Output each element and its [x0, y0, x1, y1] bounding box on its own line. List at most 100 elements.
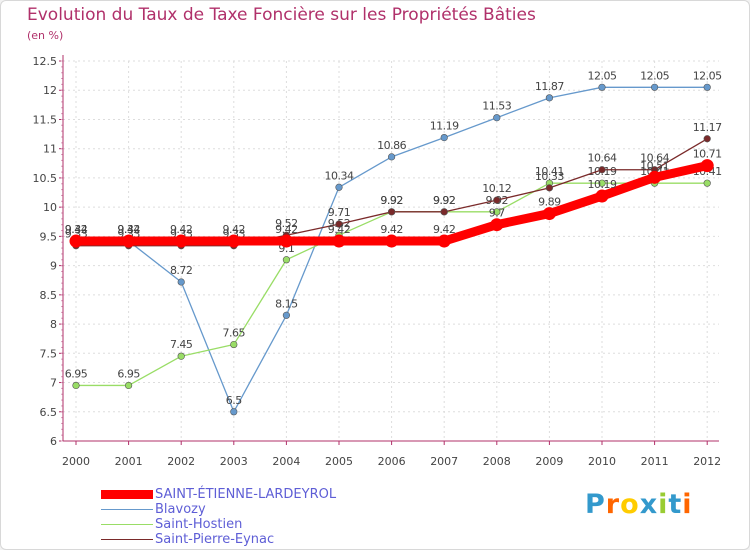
x-tick-label: 2005 [325, 455, 353, 468]
data-point [230, 340, 238, 349]
logo-letter: t [668, 489, 683, 520]
data-label: 9.42 [433, 223, 456, 236]
legend-label: Saint-Pierre-Eynac [155, 532, 275, 547]
data-point [279, 234, 293, 248]
data-label: 12.05 [640, 69, 669, 82]
data-label: 9.34 [117, 223, 140, 236]
data-label: 10.51 [640, 159, 669, 172]
data-label: 11.17 [693, 121, 722, 134]
data-label: 7.65 [223, 327, 246, 340]
data-label: 8.15 [275, 297, 298, 310]
data-point [493, 196, 501, 204]
y-tick-label: 9.5 [40, 230, 58, 243]
data-label: 9.52 [275, 217, 298, 230]
data-point [388, 208, 396, 216]
logo-letter: o [620, 489, 640, 520]
data-label: 12.05 [588, 69, 617, 82]
data-label: 12.05 [693, 69, 722, 82]
data-point [122, 234, 136, 248]
proxiti-logo: Proxiti [585, 489, 693, 520]
data-label: 10.71 [693, 148, 722, 161]
x-tick-label: 2011 [641, 455, 669, 468]
data-point [227, 234, 241, 248]
x-tick-label: 2007 [430, 455, 458, 468]
data-label: 10.34 [325, 169, 354, 182]
data-label: 9.89 [538, 196, 561, 209]
y-tick-label: 8.5 [40, 289, 58, 302]
data-label: 11.87 [535, 80, 564, 93]
y-tick-label: 11 [43, 143, 57, 156]
data-label: 6.95 [117, 367, 140, 380]
legend-label: Saint-Hostien [155, 517, 243, 532]
data-point [650, 83, 659, 91]
data-point [388, 153, 396, 161]
data-point [335, 183, 343, 191]
data-label: 9.42 [65, 223, 88, 236]
data-label: 10.41 [535, 165, 564, 178]
x-tick-label: 2002 [167, 455, 195, 468]
data-point [493, 208, 501, 216]
y-tick-label: 8 [50, 318, 57, 331]
logo-letter: i [658, 489, 669, 520]
chart-title: Evolution du Taux de Taxe Foncière sur l… [27, 5, 536, 25]
x-tick-label: 2000 [62, 455, 90, 468]
data-label: 10.86 [377, 139, 406, 152]
y-tick-label: 10 [43, 201, 57, 214]
data-label: 9.42 [275, 223, 298, 236]
y-tick-label: 12.5 [33, 55, 58, 68]
data-label: 10.33 [535, 170, 564, 183]
y-tick-label: 6.5 [40, 406, 58, 419]
y-tick-label: 6 [50, 435, 57, 448]
x-tick-label: 2001 [115, 455, 143, 468]
data-label: 10.12 [482, 182, 511, 195]
data-point [72, 381, 80, 390]
legend-label: Blavozy [155, 502, 206, 517]
data-point [282, 256, 291, 264]
y-tick-label: 7.5 [40, 347, 58, 360]
data-label: 9.42 [380, 223, 403, 236]
logo-letter: r [605, 489, 621, 520]
data-point [648, 170, 662, 184]
data-label: 10.19 [588, 178, 617, 191]
data-point [440, 208, 448, 216]
x-tick-label: 2006 [378, 455, 406, 468]
data-point [598, 83, 606, 91]
data-label: 9.42 [328, 223, 351, 236]
data-point [598, 166, 606, 174]
data-point [598, 179, 606, 187]
data-point [385, 234, 399, 248]
x-tick-label: 2004 [272, 455, 300, 468]
data-point [703, 179, 711, 187]
data-label: 9.92 [433, 194, 456, 207]
legend-swatch [101, 490, 153, 499]
y-tick-label: 7 [50, 377, 57, 390]
data-label: 6.95 [65, 367, 88, 380]
data-point [335, 220, 343, 228]
data-point [332, 234, 346, 248]
y-axis-unit: (en %) [27, 29, 64, 42]
x-tick-label: 2009 [535, 455, 563, 468]
data-point [542, 207, 556, 221]
data-point [595, 189, 609, 203]
data-label: 9.71 [328, 206, 351, 219]
data-label: 11.19 [430, 120, 459, 133]
data-label: 9.92 [433, 194, 456, 207]
data-point [545, 94, 554, 102]
data-point [700, 159, 714, 173]
data-point [230, 408, 238, 416]
data-point [174, 234, 188, 248]
x-tick-label: 2003 [220, 455, 248, 468]
x-tick-label: 2010 [588, 455, 616, 468]
data-point [124, 381, 133, 390]
data-point [703, 135, 711, 143]
y-tick-label: 11.5 [33, 113, 58, 126]
logo-letter: i [682, 489, 693, 520]
data-label: 9.7 [489, 207, 505, 220]
data-label: 9.34 [65, 223, 88, 236]
data-label: 10.64 [640, 152, 669, 165]
legend-swatch [101, 509, 153, 510]
data-point [437, 234, 451, 248]
y-tick-label: 9 [50, 260, 57, 273]
